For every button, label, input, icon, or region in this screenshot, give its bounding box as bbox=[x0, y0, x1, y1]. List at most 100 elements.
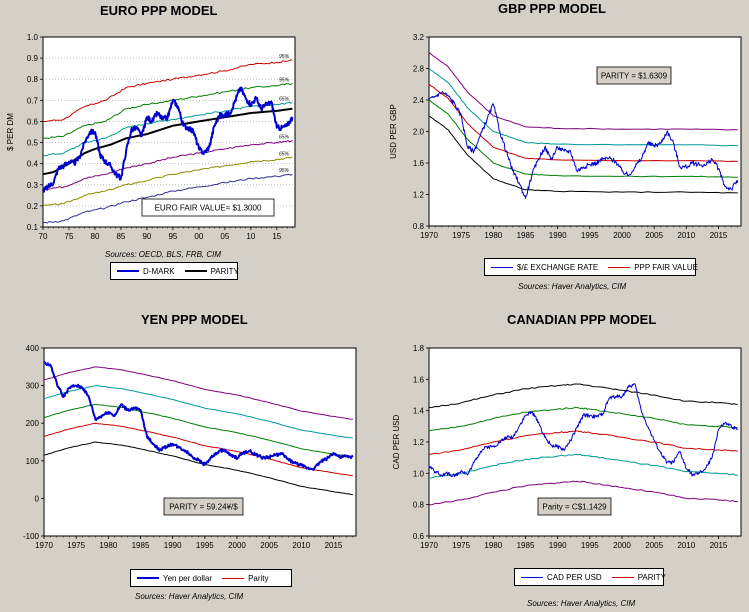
legend-label: D-MARK bbox=[143, 266, 175, 276]
cad-ytick-label: 1.4 bbox=[413, 407, 425, 416]
euro-ytick-label: 0.3 bbox=[27, 181, 39, 190]
yen-legend-item-parity: Parity bbox=[222, 573, 269, 583]
gbp-xtick-label: 1980 bbox=[484, 231, 502, 240]
euro-series-band-6-line bbox=[42, 156, 293, 207]
euro-xtick-label: 80 bbox=[91, 232, 100, 241]
yen-xtick-label: 1990 bbox=[164, 541, 182, 550]
euro-ytick-label: 1.0 bbox=[27, 33, 39, 42]
yen-ytick-label: 200 bbox=[26, 419, 40, 428]
gbp-ytick-label: 1.6 bbox=[413, 159, 425, 168]
yen-series-band-2-line bbox=[43, 366, 353, 420]
gbp-ytick-label: 0.8 bbox=[413, 222, 425, 231]
gbp-ytick-label: 2.4 bbox=[413, 96, 425, 105]
legend-label: Yen per dollar bbox=[163, 573, 213, 583]
cad-legend-item-parity: PARITY bbox=[611, 572, 666, 582]
yen-xtick-label: 1970 bbox=[35, 541, 53, 550]
cad-chart: 0.6 0.8 1.0 1.2 1.4 1.6 1.8 1970 1975 1980 1985 199… bbox=[392, 344, 742, 550]
gbp-series-band-4-line bbox=[428, 99, 738, 178]
yen-series-yen-per-dollar-line bbox=[43, 361, 354, 471]
euro-ytick-label: 0.4 bbox=[27, 160, 39, 169]
euro-series-d-mark-line bbox=[42, 86, 294, 193]
cad-series-cad-per-usd-line bbox=[428, 383, 738, 478]
yen-ytick-label: -100 bbox=[23, 532, 40, 541]
yen-annotation-label: PARITY = 59.24¥/$ bbox=[169, 503, 238, 512]
gbp-xtick-label: 1995 bbox=[581, 231, 599, 240]
gbp-series-ppp-fair-value-line bbox=[428, 83, 738, 162]
euro-xtick-label: 85 bbox=[116, 232, 125, 241]
gbp-ytick-label: 1.2 bbox=[413, 191, 425, 200]
euro-ytick-label: 0.5 bbox=[27, 139, 39, 148]
gbp-series-exchange-rate-line bbox=[428, 91, 739, 199]
legend-label: PARITY bbox=[210, 266, 239, 276]
yen-xtick-label: 1980 bbox=[99, 541, 117, 550]
euro-band-label: 95% bbox=[279, 54, 290, 60]
euro-xtick-label: 95 bbox=[168, 232, 177, 241]
euro-ytick-label: 0.9 bbox=[27, 54, 39, 63]
cad-ytick-label: 1.8 bbox=[413, 344, 425, 353]
yen-ytick-label: 300 bbox=[26, 382, 40, 391]
yen-chart: -100 0 100 200 300 400 1970 1975 1980 1985 1990 199… bbox=[23, 344, 357, 550]
cad-ytick-label: 1.2 bbox=[413, 438, 425, 447]
cad-xtick-label: 2015 bbox=[710, 541, 728, 550]
yen-legend-item-yen-per-dollar: Yen per dollar bbox=[137, 574, 212, 583]
cad-ytick-label: 0.6 bbox=[413, 532, 425, 541]
gbp-series-band-5-line bbox=[428, 115, 738, 194]
cad-ylabel: CAD PER USD bbox=[392, 414, 401, 469]
yen-legend: Yen per dollar Parity bbox=[130, 569, 292, 587]
legend-label: PARITY bbox=[637, 572, 666, 582]
euro-xtick-label: 10 bbox=[246, 232, 255, 241]
cad-series-band-4-line bbox=[428, 453, 738, 479]
legend-swatch bbox=[611, 576, 634, 578]
gbp-chart: 0.8 1.2 1.6 2.0 2.4 2.8 3.2 1970 1975 1980 1985 199… bbox=[389, 33, 742, 240]
yen-xtick-label: 2005 bbox=[260, 541, 278, 550]
euro-series-band-5-line bbox=[42, 139, 293, 190]
yen-source: Sources: Haver Analytics, CIM bbox=[135, 592, 244, 601]
cad-series-band-3-line bbox=[428, 406, 738, 432]
cad-xtick-label: 1995 bbox=[581, 541, 599, 550]
gbp-xtick-label: 1975 bbox=[452, 231, 470, 240]
cad-xtick-label: 1970 bbox=[420, 541, 438, 550]
gbp-ytick-label: 2.8 bbox=[413, 65, 425, 74]
legend-label: PPP FAIR VALUE bbox=[634, 262, 698, 272]
legend-label: Parity bbox=[248, 573, 269, 583]
gbp-series-band-3-line bbox=[428, 68, 738, 147]
gbp-source: Sources: Haver Analytics, CIM bbox=[518, 282, 627, 291]
euro-ylabel: $ PER DM bbox=[6, 113, 15, 151]
euro-xtick-label: 70 bbox=[39, 232, 48, 241]
gbp-legend: $/£ EXCHANGE RATE PPP FAIR VALUE bbox=[484, 258, 698, 276]
gbp-xtick-label: 2005 bbox=[645, 231, 663, 240]
euro-ytick-label: 0.1 bbox=[27, 223, 39, 232]
yen-ytick-label: 400 bbox=[26, 344, 40, 353]
gbp-xtick-label: 1990 bbox=[549, 231, 567, 240]
euro-legend-item-parity: PARITY bbox=[184, 266, 239, 276]
euro-xtick-label: 90 bbox=[142, 232, 151, 241]
gbp-legend-item-exchange-rate: $/£ EXCHANGE RATE bbox=[491, 263, 598, 272]
euro-ytick-label: 0.6 bbox=[27, 117, 39, 126]
yen-series-band-5-line bbox=[43, 441, 353, 496]
euro-xtick-label: 05 bbox=[220, 232, 229, 241]
euro-chart: 0.1 0.2 0.3 0.4 0.5 0.6 0.7 0.8 0.9 1.0 70 75 80 85 90… bbox=[6, 33, 296, 241]
gbp-series-band-2-line bbox=[428, 52, 738, 131]
euro-xtick-label: 15 bbox=[272, 232, 281, 241]
euro-series-band-4-line bbox=[42, 101, 293, 157]
legend-swatch bbox=[608, 266, 631, 268]
gbp-xtick-label: 2000 bbox=[613, 231, 631, 240]
euro-chart-title: EURO PPP MODEL bbox=[100, 3, 218, 18]
yen-series-band-3-line bbox=[43, 385, 353, 439]
cad-xtick-label: 1975 bbox=[452, 541, 470, 550]
cad-annotation-label: Parity = C$1.1429 bbox=[542, 503, 607, 512]
cad-source: Sources: Haver Analytics, CIM bbox=[527, 599, 636, 608]
gbp-legend-item-fair-value: PPP FAIR VALUE bbox=[608, 263, 698, 272]
euro-series-band-7-line bbox=[42, 173, 293, 224]
gbp-ytick-label: 3.2 bbox=[413, 33, 425, 42]
euro-annotation-label: EURO FAIR VALUE= $1.3000 bbox=[155, 204, 262, 213]
cad-chart-title: CANADIAN PPP MODEL bbox=[507, 312, 657, 327]
euro-band-label: 95% bbox=[279, 168, 290, 174]
legend-label: $/£ EXCHANGE RATE bbox=[517, 262, 599, 272]
yen-xtick-label: 2010 bbox=[292, 541, 310, 550]
cad-xtick-label: 1980 bbox=[484, 541, 502, 550]
legend-swatch bbox=[521, 576, 543, 578]
euro-annotation-box bbox=[141, 198, 275, 217]
gbp-ytick-label: 2.0 bbox=[413, 128, 425, 137]
legend-swatch bbox=[117, 270, 139, 272]
